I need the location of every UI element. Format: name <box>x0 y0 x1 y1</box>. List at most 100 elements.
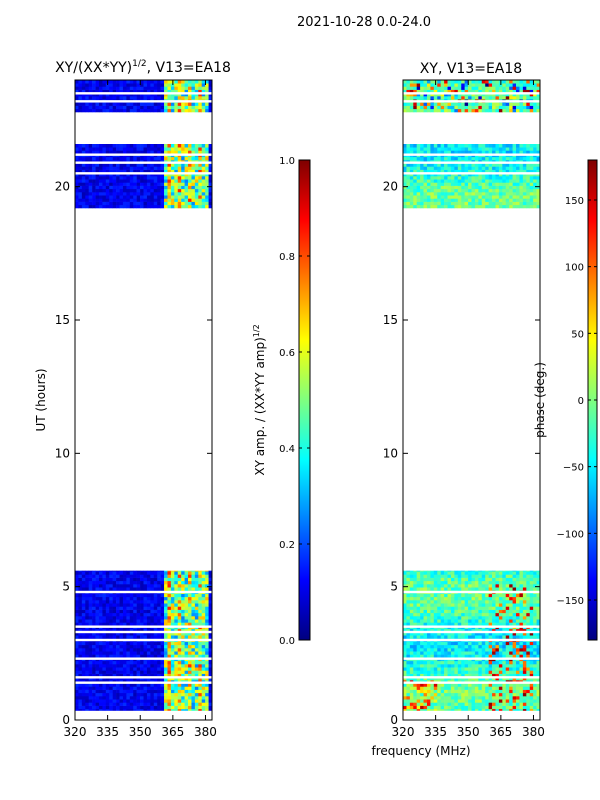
heatmap-cell <box>150 699 155 703</box>
heatmap-cell <box>492 632 496 636</box>
heatmap-cell <box>129 80 134 84</box>
heatmap-cell <box>505 619 510 623</box>
heatmap-cell <box>119 96 124 100</box>
heatmap-cell <box>78 696 83 700</box>
heatmap-cell <box>485 708 489 713</box>
heatmap-cell <box>174 198 179 202</box>
heatmap-cell <box>112 673 117 678</box>
heatmap-cell <box>164 635 168 639</box>
heatmap-cell <box>92 83 96 87</box>
heatmap-cell <box>433 670 438 674</box>
heatmap-cell <box>529 667 534 671</box>
heatmap-cell <box>423 201 428 206</box>
heatmap-cell <box>146 654 151 658</box>
heatmap-cell <box>509 676 513 681</box>
heatmap-cell <box>191 169 196 174</box>
heatmap-cell <box>433 201 438 206</box>
heatmap-cell <box>461 201 465 206</box>
heatmap-cell <box>194 692 199 697</box>
heatmap-cell <box>536 577 540 582</box>
heatmap-cell <box>188 102 192 106</box>
heatmap-cell <box>481 689 486 694</box>
heatmap-cell <box>198 176 203 180</box>
heatmap-cell <box>157 696 161 700</box>
heatmap-cell <box>198 188 203 193</box>
heatmap-cell <box>471 692 476 697</box>
heatmap-cell <box>208 86 212 90</box>
heatmap-cell <box>413 651 417 655</box>
heatmap-cell <box>181 689 185 694</box>
heatmap-cell <box>164 628 168 633</box>
heatmap-cell <box>75 705 79 710</box>
heatmap-cell <box>78 609 83 614</box>
heatmap-cell <box>119 86 124 90</box>
heatmap-cell <box>88 108 93 113</box>
heatmap-cell <box>198 169 203 174</box>
heatmap-cell <box>122 198 127 202</box>
heatmap-cell <box>81 609 86 614</box>
heatmap-cell <box>423 204 428 209</box>
heatmap-cell <box>95 163 100 167</box>
heatmap-cell <box>143 147 148 151</box>
heatmap-cell <box>536 622 540 626</box>
heatmap-cell <box>191 584 196 588</box>
heatmap-cell <box>201 147 206 151</box>
heatmap-cell <box>181 176 185 180</box>
heatmap-cell <box>201 673 206 678</box>
heatmap-cell <box>430 580 435 585</box>
heatmap-cell <box>146 660 151 665</box>
heatmap-cell <box>533 654 537 658</box>
heatmap-cell <box>109 686 113 690</box>
heatmap-cell <box>194 660 199 665</box>
heatmap-cell <box>150 89 155 94</box>
heatmap-cell <box>488 198 493 202</box>
heatmap-cell <box>464 609 469 614</box>
heatmap-cell <box>126 596 131 601</box>
blank-row <box>75 100 212 103</box>
heatmap-cell <box>426 593 431 598</box>
heatmap-cell <box>164 201 168 206</box>
heatmap-cell <box>409 574 414 578</box>
heatmap-cell <box>146 696 151 700</box>
heatmap-cell <box>533 596 537 601</box>
heatmap-cell <box>109 182 113 186</box>
heatmap-cell <box>92 660 96 665</box>
heatmap-cell <box>160 616 165 620</box>
heatmap-cell <box>403 686 407 690</box>
heatmap-cell <box>440 676 445 681</box>
heatmap-cell <box>533 587 537 591</box>
heatmap-cell <box>105 201 110 206</box>
heatmap-cell <box>181 198 185 202</box>
heatmap-cell <box>205 699 209 703</box>
heatmap-cell <box>164 169 168 174</box>
heatmap-cell <box>92 192 96 196</box>
heatmap-cell <box>478 683 483 687</box>
heatmap-cell <box>170 185 175 190</box>
heatmap-cell <box>529 628 534 633</box>
heatmap-cell <box>102 571 107 575</box>
heatmap-cell <box>153 580 158 585</box>
heatmap-cell <box>440 667 445 671</box>
heatmap-cell <box>116 609 120 614</box>
heatmap-cell <box>447 616 452 620</box>
x-tick-label: 365 <box>161 725 184 739</box>
heatmap-cell <box>177 198 182 202</box>
heatmap-cell <box>184 660 189 665</box>
heatmap-cell <box>191 622 196 626</box>
heatmap-cell <box>447 635 452 639</box>
heatmap-cell <box>509 616 513 620</box>
heatmap-cell <box>512 600 517 604</box>
heatmap-cell <box>177 676 182 681</box>
heatmap-cell <box>485 577 489 582</box>
heatmap-cell <box>88 172 93 177</box>
heatmap-cell <box>437 635 441 639</box>
heatmap-cell <box>174 676 179 681</box>
heatmap-cell <box>403 632 407 636</box>
heatmap-cell <box>177 654 182 658</box>
heatmap-cell <box>119 664 124 668</box>
heatmap-cell <box>205 584 209 588</box>
heatmap-cell <box>440 644 445 649</box>
heatmap-cell <box>105 648 110 652</box>
heatmap-cell <box>85 144 89 148</box>
heatmap-cell <box>526 593 531 598</box>
